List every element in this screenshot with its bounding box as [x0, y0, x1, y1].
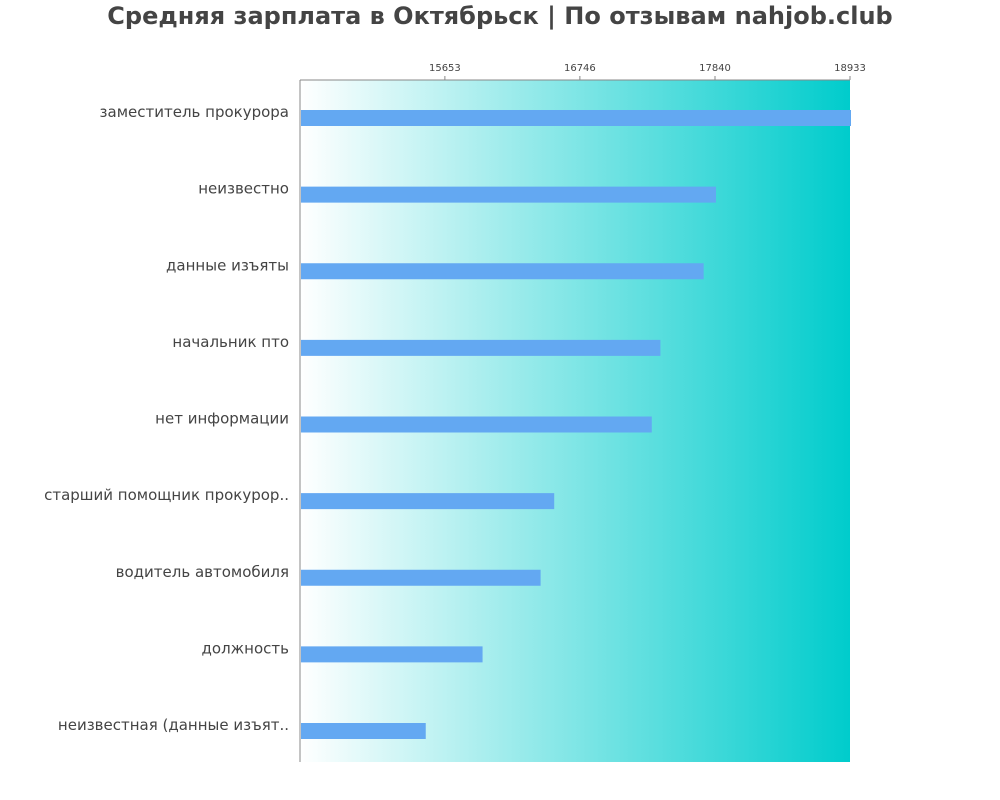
bar	[301, 646, 483, 663]
bar	[301, 569, 541, 586]
category-label: данные изъяты	[166, 256, 289, 274]
category-label: неизвестно	[198, 180, 289, 198]
category-label: водитель автомобиля	[116, 563, 289, 581]
bar	[301, 186, 717, 203]
chart-title: Средняя зарплата в Октябрьск | По отзыва…	[107, 2, 893, 30]
category-label: должность	[202, 639, 289, 657]
category-label: начальник пто	[172, 333, 289, 351]
bar	[301, 493, 555, 510]
x-tick-label: 18933	[834, 63, 866, 74]
bar	[301, 723, 426, 739]
category-label: нет информации	[155, 410, 289, 428]
x-tick-label: 16746	[564, 63, 596, 74]
bar	[301, 416, 652, 433]
category-label: старший помощник прокурор..	[44, 486, 289, 504]
category-label: заместитель прокурора	[100, 103, 289, 121]
bar	[301, 110, 851, 126]
x-tick-label: 15653	[429, 63, 461, 74]
bar	[301, 339, 661, 356]
x-tick-label: 17840	[699, 63, 731, 74]
category-label: неизвестная (данные изъят..	[58, 716, 289, 734]
bar	[301, 263, 704, 280]
